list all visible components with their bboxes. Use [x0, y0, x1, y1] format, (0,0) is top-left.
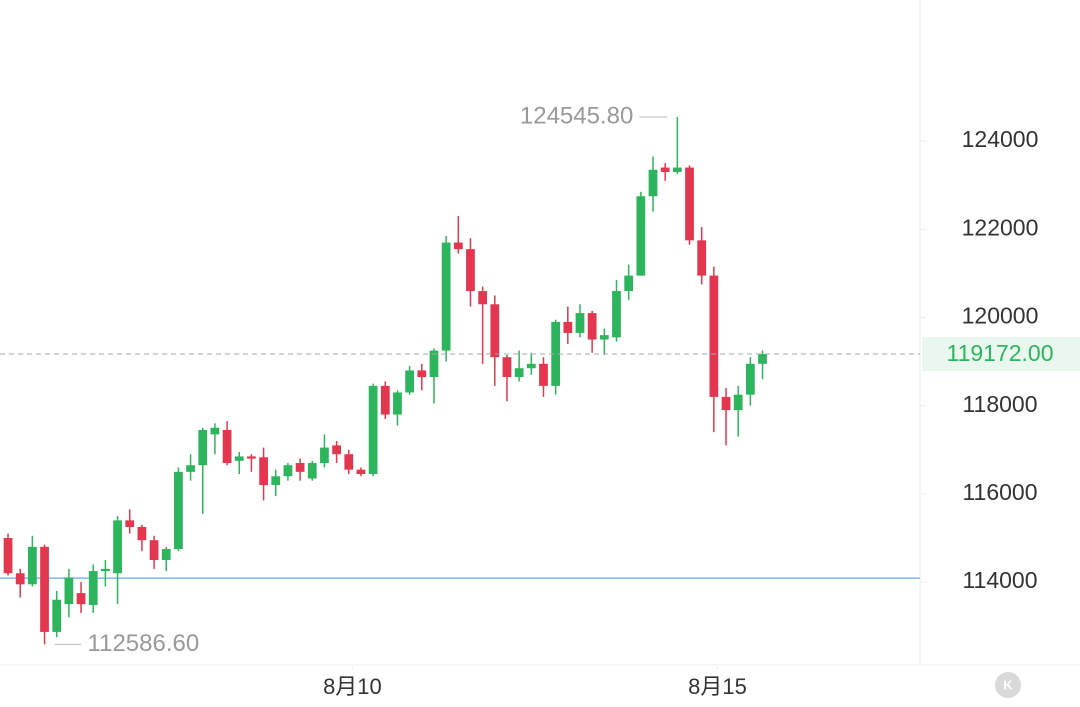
candle-body [466, 249, 475, 292]
candle-body [758, 354, 767, 364]
candle-body [344, 454, 354, 470]
candle-body [393, 392, 402, 415]
candle-body [685, 167, 694, 241]
candle-body [149, 540, 159, 561]
candle-body [697, 240, 707, 276]
last-price-tag [922, 337, 1080, 372]
y-tick-label: 114000 [962, 567, 1037, 593]
x-tick-label: 8月15 [688, 674, 747, 699]
candle-body [88, 571, 98, 606]
candle-body [587, 313, 597, 340]
y-tick-label: 120000 [962, 303, 1039, 329]
candle-body [332, 445, 341, 455]
y-tick-label: 116000 [962, 479, 1037, 505]
y-tick-label: 124000 [962, 126, 1039, 152]
candle-body [64, 577, 74, 605]
candle-body [709, 275, 719, 397]
candle-body [210, 427, 220, 435]
candle-body [745, 363, 755, 395]
candle-body [526, 363, 536, 369]
candle-body [539, 363, 548, 386]
candle-body [125, 520, 135, 527]
candle-body [380, 385, 390, 415]
candle-body [307, 463, 317, 479]
candle-body [551, 321, 561, 386]
candle-body [247, 456, 256, 459]
y-tick-label: 122000 [962, 214, 1039, 240]
candle-body [429, 350, 439, 378]
candle-body [76, 593, 86, 605]
candle-body [198, 429, 208, 466]
candle-body [599, 335, 609, 340]
candle-body [721, 396, 731, 411]
candle-body [101, 568, 110, 572]
candle-body [3, 537, 13, 574]
candle-body [368, 385, 378, 475]
candle-body [563, 321, 573, 333]
candle-body [733, 394, 743, 411]
candle-body [186, 465, 195, 472]
x-tick-label: 8月10 [323, 674, 382, 699]
candle-body [636, 196, 646, 276]
candle-body [502, 357, 512, 378]
candle-body [161, 549, 171, 561]
low-label: 112586.60 [88, 630, 200, 657]
candle-body [441, 242, 451, 351]
candle-body [648, 169, 658, 197]
candle-body [514, 368, 524, 378]
candle-body [490, 304, 500, 358]
candle-body [478, 291, 488, 305]
y-tick-label: 118000 [962, 391, 1037, 417]
candle-body [259, 457, 268, 486]
candle-body [453, 242, 463, 250]
candle-body [405, 370, 414, 393]
k-icon-label[interactable]: K [1003, 677, 1013, 692]
candle-body [234, 456, 244, 461]
candle-body [52, 599, 62, 632]
high-label: 124545.80 [520, 102, 633, 129]
candle-body [222, 429, 232, 464]
candle-body [612, 291, 621, 338]
candle-body [624, 275, 634, 292]
candle-body [40, 546, 49, 632]
candle-body [575, 313, 585, 333]
candle-body [137, 526, 147, 541]
candle-body [295, 463, 305, 472]
candle-body [113, 520, 122, 574]
candle-body [660, 167, 670, 172]
candle-body [174, 471, 183, 550]
k-icon[interactable] [995, 672, 1021, 698]
candle-body [356, 469, 366, 475]
candle-body [672, 167, 682, 172]
candle-body [15, 573, 25, 585]
candle-body [27, 546, 37, 585]
candle-body [271, 476, 281, 486]
candle-body [283, 465, 293, 477]
candle-body [417, 370, 427, 378]
candle-body [320, 447, 329, 464]
last-price-label: 119172.00 [946, 340, 1053, 366]
